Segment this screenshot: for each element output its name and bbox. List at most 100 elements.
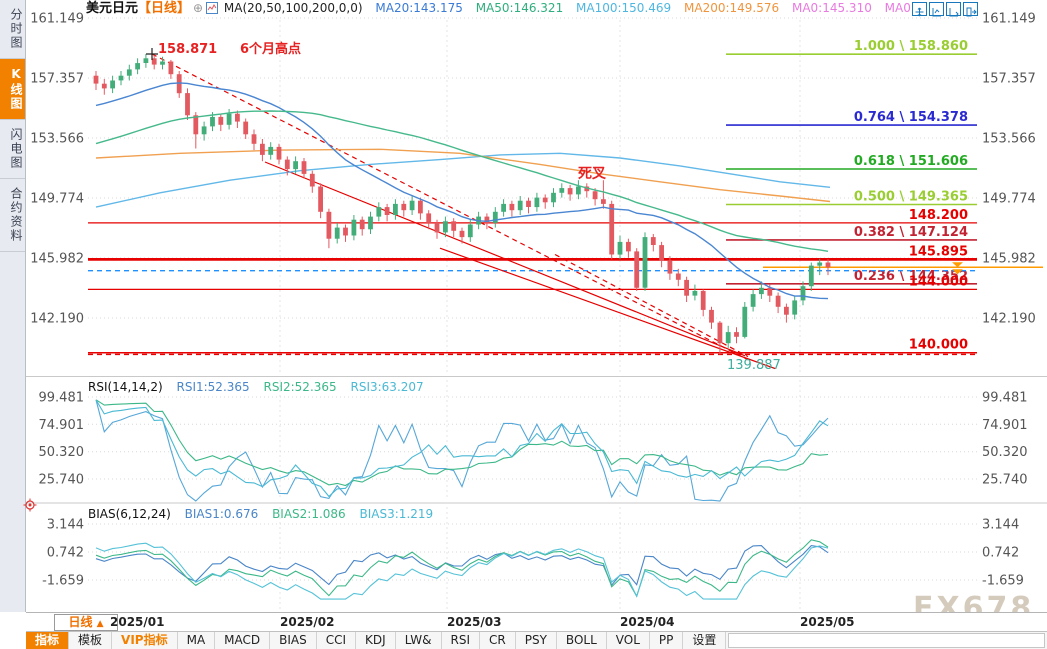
svg-text:142.190: 142.190: [30, 311, 84, 326]
add-icon[interactable]: ⊕: [193, 1, 204, 15]
svg-text:145.982: 145.982: [30, 251, 84, 266]
sidebar-item-lightning-chart[interactable]: 闪电图: [0, 120, 25, 179]
indicator-tab-template[interactable]: 模板: [69, 632, 113, 649]
svg-text:149.774: 149.774: [982, 191, 1036, 206]
rsi3-value: RSI3:63.207: [350, 380, 424, 394]
sidebar-item-time-chart[interactable]: 分时图: [0, 0, 25, 59]
chart-type-sidebar: 分时图 K线图 闪电图 合约资料: [0, 0, 26, 612]
indicator-tab-cr[interactable]: CR: [480, 632, 516, 649]
svg-text:149.774: 149.774: [30, 191, 84, 206]
ma-settings-label: MA(20,50,100,200,0,0): [223, 1, 363, 15]
rsi1-value: RSI1:52.365: [176, 380, 250, 394]
svg-text:142.190: 142.190: [982, 311, 1036, 326]
svg-text:6个月高点: 6个月高点: [240, 41, 301, 57]
bias-title: BIAS(6,12,24): [88, 507, 171, 521]
indicator-tab-rsi[interactable]: RSI: [442, 632, 481, 649]
sidebar-item-contract-info[interactable]: 合约资料: [0, 179, 25, 252]
svg-text:153.566: 153.566: [30, 131, 84, 146]
chart-tool-icons: [912, 2, 978, 17]
x-axis-label: 2025/01: [110, 615, 165, 629]
toolbar-empty-box: [728, 633, 1045, 648]
dropdown-up-arrow-icon: ▲: [96, 619, 104, 629]
rsi2-value: RSI2:52.365: [263, 380, 337, 394]
indicator-tab-vol[interactable]: VOL: [607, 632, 650, 649]
svg-text:74.901: 74.901: [39, 418, 85, 433]
indicator-target-icon[interactable]: [23, 497, 37, 516]
x-axis-label: 2025/02: [280, 615, 335, 629]
indicator-tab-settings[interactable]: 设置: [683, 632, 727, 649]
svg-text:50.320: 50.320: [39, 445, 85, 460]
svg-text:157.357: 157.357: [982, 72, 1036, 87]
period-tag: 【日线】: [138, 1, 191, 16]
svg-text:145.982: 145.982: [982, 251, 1036, 266]
svg-text:0.618 \ 151.606: 0.618 \ 151.606: [854, 154, 968, 169]
ma50-value: MA50:146.321: [475, 1, 564, 15]
svg-text:-1.659: -1.659: [982, 574, 1024, 589]
svg-text:50.320: 50.320: [982, 445, 1028, 460]
ma0-value: MA0:145.310: [791, 1, 872, 15]
date-axis-row: 日线 ▲ 2025/01 2025/02 2025/03 2025/04 2025/05: [26, 612, 1047, 632]
indicator-tab-macd[interactable]: MACD: [215, 632, 271, 649]
svg-text:157.357: 157.357: [30, 72, 84, 87]
chart-header: 美元日元【日线】 ⊕ MA(20,50,100,200,0,0) MA20:143…: [86, 0, 915, 18]
svg-text:25.740: 25.740: [982, 473, 1028, 488]
indicator-tab-boll[interactable]: BOLL: [557, 632, 607, 649]
svg-text:0.382 \ 147.124: 0.382 \ 147.124: [854, 225, 968, 240]
svg-text:145.895: 145.895: [909, 244, 968, 259]
svg-text:74.901: 74.901: [982, 418, 1028, 433]
svg-text:144.000: 144.000: [909, 274, 968, 289]
rsi-title: RSI(14,14,2): [88, 380, 163, 394]
indicator-tab-ma[interactable]: MA: [178, 632, 216, 649]
ma20-value: MA20:143.175: [375, 1, 463, 15]
svg-text:3.144: 3.144: [47, 518, 84, 533]
ma0-empty-value: MA0:: [884, 1, 915, 15]
svg-text:死叉: 死叉: [577, 166, 607, 182]
svg-text:0.742: 0.742: [982, 546, 1019, 561]
svg-text:158.871: 158.871: [158, 42, 217, 57]
x-axis-label: 2025/05: [800, 615, 855, 629]
pan-right-icon[interactable]: [963, 2, 978, 17]
svg-text:99.481: 99.481: [39, 391, 85, 406]
svg-text:140.000: 140.000: [909, 338, 968, 353]
indicator-tab-lwr[interactable]: LW&: [396, 632, 442, 649]
sidebar-item-kline-chart[interactable]: K线图: [0, 59, 25, 120]
indicator-tab-bias[interactable]: BIAS: [270, 632, 317, 649]
ma100-value: MA100:150.469: [576, 1, 672, 15]
period-dropdown-button[interactable]: 日线 ▲: [54, 614, 118, 631]
rsi-panel-header: RSI(14,14,2) RSI1:52.365 RSI2:52.365 RSI…: [88, 380, 434, 394]
indicator-tab-vip-indicator[interactable]: VIP指标: [112, 632, 178, 649]
symbol-title: 美元日元: [86, 1, 139, 16]
svg-text:148.200: 148.200: [909, 208, 968, 223]
indicator-tab-indicator[interactable]: 指标: [26, 632, 70, 649]
svg-text:-1.659: -1.659: [42, 574, 84, 589]
svg-text:25.740: 25.740: [39, 473, 85, 488]
indicator-tab-pp[interactable]: PP: [650, 632, 684, 649]
bias3-value: BIAS3:1.219: [359, 507, 434, 521]
ma200-value: MA200:149.576: [684, 1, 780, 15]
chart-layers: 161.149 161.149 157.357 157.357 153.566 153.5…: [26, 2, 1047, 610]
indicator-tab-kdj[interactable]: KDJ: [356, 632, 396, 649]
bias1-value: BIAS1:0.676: [184, 507, 259, 521]
svg-text:161.149: 161.149: [30, 12, 84, 27]
svg-text:161.149: 161.149: [982, 12, 1036, 27]
indicator-chart-icon: [206, 2, 219, 14]
scale-x-axis-icon[interactable]: [946, 2, 961, 17]
bias-panel-header: BIAS(6,12,24) BIAS1:0.676 BIAS2:1.086 BI…: [88, 507, 443, 521]
x-axis-label: 2025/04: [620, 615, 675, 629]
svg-text:3.144: 3.144: [982, 518, 1019, 533]
indicator-tab-cci[interactable]: CCI: [317, 632, 357, 649]
svg-text:0.742: 0.742: [47, 546, 84, 561]
bias2-value: BIAS2:1.086: [272, 507, 346, 521]
svg-text:139.887: 139.887: [727, 358, 781, 373]
svg-text:99.481: 99.481: [982, 391, 1028, 406]
svg-text:0.500 \ 149.365: 0.500 \ 149.365: [854, 189, 968, 204]
x-axis-label: 2025/03: [447, 615, 502, 629]
svg-text:0.764 \ 154.378: 0.764 \ 154.378: [854, 110, 968, 125]
indicator-tab-psy[interactable]: PSY: [516, 632, 557, 649]
move-crosshair-icon[interactable]: [912, 2, 927, 17]
scale-y-axis-icon[interactable]: [929, 2, 944, 17]
indicator-toolbar: 指标 模板 VIP指标 MA MACD BIAS CCI KDJ LW& RSI CR PSY BOLL…: [26, 631, 1047, 649]
svg-text:153.566: 153.566: [982, 131, 1036, 146]
